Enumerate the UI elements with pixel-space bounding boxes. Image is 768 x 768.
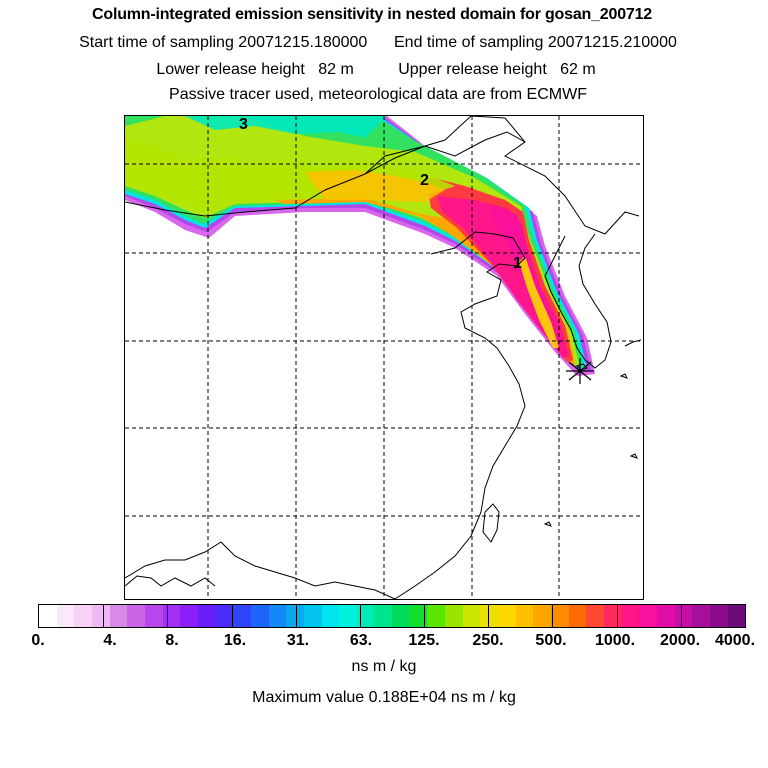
colorbar-cell <box>303 605 322 627</box>
colorbar-cell <box>604 605 622 627</box>
colorbar-tick <box>488 605 490 627</box>
receptor-marker <box>566 358 594 384</box>
colorbar-cell <box>286 605 304 627</box>
colorbar-cell <box>339 605 357 627</box>
colorbar-cell <box>621 605 640 627</box>
colorbar-tick-label: 8. <box>165 632 179 649</box>
colorbar-cell <box>568 605 587 627</box>
plume-upper-orange <box>305 170 445 202</box>
colorbar-tick-label: 250. <box>472 632 504 649</box>
colorbar-cell <box>74 605 92 627</box>
colorbar-cell <box>233 605 251 627</box>
colorbar-cell <box>56 605 75 627</box>
colorbar-tick-label: 125. <box>408 632 440 649</box>
colorbar-cell <box>692 605 710 627</box>
colorbar-tick <box>231 605 233 627</box>
colorbar-cell <box>39 605 57 627</box>
sensitivity-plume <box>125 116 595 376</box>
colorbar-tick <box>103 605 105 627</box>
border-mongolia-china <box>125 116 472 217</box>
emission-sensitivity-map: 1 2 3 <box>124 115 644 600</box>
colorbar-cell <box>727 605 746 627</box>
china-south <box>125 541 396 599</box>
sampling-time-line: Start time of sampling 20071215.180000 E… <box>79 34 677 51</box>
colorbar-cell <box>215 605 234 627</box>
release-height-line: Lower release height 82 m Upper release … <box>156 61 596 78</box>
colorbar-tick-label: 16. <box>223 632 247 649</box>
plume-upper-green <box>125 116 387 138</box>
colorbar-cell <box>709 605 728 627</box>
colorbar-cell <box>674 605 693 627</box>
island-3 <box>543 521 552 527</box>
colorbar-cell <box>533 605 552 627</box>
colorbar-cell <box>162 605 181 627</box>
plume-yellow-streak <box>519 256 559 348</box>
colorbar-tick-label: 4. <box>103 632 117 649</box>
colorbar-cell <box>374 605 393 627</box>
map-canvas: 1 2 3 <box>125 116 643 599</box>
colorbar-tick-label: 2000. <box>659 632 701 649</box>
border-manchuria <box>470 116 640 235</box>
border-southwest <box>125 575 216 587</box>
colorbar-cell <box>321 605 340 627</box>
trajectory-label-2: 2 <box>420 172 429 189</box>
colorbar-cell <box>551 605 569 627</box>
colorbar-cell <box>144 605 163 627</box>
colorbar-tick-label: 31. <box>286 632 310 649</box>
colorbar-cell <box>91 605 110 627</box>
colorbar-cell <box>392 605 410 627</box>
colorbar-tick <box>424 605 426 627</box>
tracer-info-line: Passive tracer used, meteorological data… <box>169 86 587 103</box>
colorbar-cell <box>462 605 481 627</box>
colorbar-cell <box>586 605 604 627</box>
border-north <box>364 131 526 175</box>
colorbar-tick-label: 63. <box>349 632 373 649</box>
trajectory-label-1: 1 <box>513 255 522 272</box>
colorbar-cell <box>445 605 463 627</box>
colorbar-tick <box>552 605 554 627</box>
island-1 <box>629 453 638 459</box>
colorbar-cell <box>427 605 446 627</box>
trajectory-label-3: 3 <box>239 116 248 133</box>
colorbar-cell <box>268 605 287 627</box>
colorbar-cell <box>498 605 516 627</box>
colorbar-tick <box>359 605 361 627</box>
taiwan <box>482 503 500 543</box>
lat-lon-grid <box>125 116 643 599</box>
colorbar-tick-label: 4000. <box>714 632 756 649</box>
colorbar-cell <box>197 605 216 627</box>
plot-title: Column-integrated emission sensitivity i… <box>92 6 652 23</box>
colorbar-cell <box>109 605 128 627</box>
maximum-value-line: Maximum value 0.188E+04 ns m / kg <box>252 689 516 706</box>
colorbar-cell <box>250 605 269 627</box>
colorbar-cell <box>515 605 534 627</box>
coast-bohai <box>394 231 526 599</box>
colorbar-tick <box>616 605 618 627</box>
colorbar-tick-label: 500. <box>535 632 567 649</box>
colorbar-tick <box>295 605 297 627</box>
coast-korea <box>544 233 612 369</box>
island-2 <box>619 373 628 379</box>
colorbar <box>38 604 746 628</box>
coastlines <box>125 116 642 599</box>
colorbar-tick <box>167 605 169 627</box>
colorbar-tick-label: 0. <box>31 632 45 649</box>
colorbar-cell <box>127 605 145 627</box>
colorbar-cell <box>656 605 675 627</box>
colorbar-cell <box>639 605 657 627</box>
colorbar-cell <box>409 605 428 627</box>
colorbar-cell <box>180 605 198 627</box>
colorbar-tick <box>680 605 682 627</box>
colorbar-tick-label: 1000. <box>594 632 636 649</box>
colorbar-units: ns m / kg <box>351 658 417 675</box>
colorbar-cell <box>356 605 375 627</box>
